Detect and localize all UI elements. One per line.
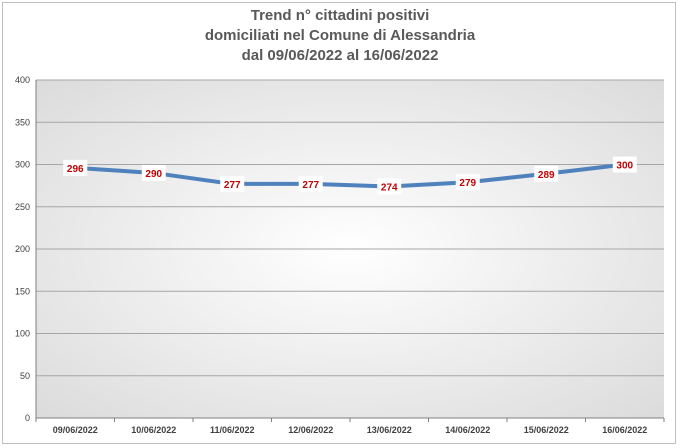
data-label-text: 289 [538,170,555,181]
data-label: 277 [220,175,245,192]
data-label: 279 [455,174,480,191]
chart-title-line-3: dal 09/06/2022 al 16/06/2022 [241,47,439,64]
y-tick-label: 150 [15,286,30,296]
data-label-text: 296 [67,164,84,175]
data-label-text: 274 [381,182,398,193]
data-labels: 296 290 277 277 274 279 289 300 [63,156,637,195]
data-label-text: 290 [145,169,162,180]
chart-title-line-1: Trend n° cittadini positivi [250,7,430,24]
y-tick-label: 50 [20,371,30,381]
data-label: 296 [63,159,88,176]
x-tick-label: 15/06/2022 [524,425,569,435]
x-tick-label: 11/06/2022 [210,425,255,435]
x-tick-label: 10/06/2022 [131,425,176,435]
y-tick-label: 250 [15,202,30,212]
data-label-text: 300 [616,161,633,172]
chart-title: Trend n° cittadini positivi domiciliati … [0,6,680,66]
y-axis: 0 50 100 150 200 250 300 350 400 [15,75,37,423]
y-tick-label: 200 [15,244,30,254]
data-label-box [455,174,480,191]
data-label: 277 [298,175,323,192]
y-tick-label: 100 [15,329,30,339]
data-label-box [63,159,88,176]
data-label: 289 [534,165,559,182]
data-label-text: 277 [224,180,241,191]
x-tick-label: 13/06/2022 [367,425,412,435]
chart-title-line-2: domiciliati nel Comune di Alessandria [204,27,476,44]
data-label-box [534,165,559,182]
series-line [73,162,627,189]
data-label-box [377,178,402,195]
y-tick-label: 0 [25,413,30,423]
x-tick-label: 14/06/2022 [445,425,490,435]
data-label-box [141,164,166,181]
y-tick-label: 350 [15,117,30,127]
data-label: 274 [377,178,402,195]
data-label: 300 [612,156,637,173]
data-label-box [612,156,637,173]
y-tick-label: 400 [15,75,30,85]
data-label-text: 277 [302,180,319,191]
data-label-box [298,175,323,192]
x-axis: 09/06/2022 10/06/2022 11/06/2022 12/06/2022… [35,418,665,435]
y-tick-label: 300 [15,160,30,170]
x-tick-label: 16/06/2022 [602,425,647,435]
x-tick-label: 09/06/2022 [53,425,98,435]
data-label: 290 [141,164,166,181]
series-polyline [73,162,627,189]
x-tick-label: 12/06/2022 [288,425,333,435]
data-label-box [220,175,245,192]
data-label-text: 279 [459,178,476,189]
